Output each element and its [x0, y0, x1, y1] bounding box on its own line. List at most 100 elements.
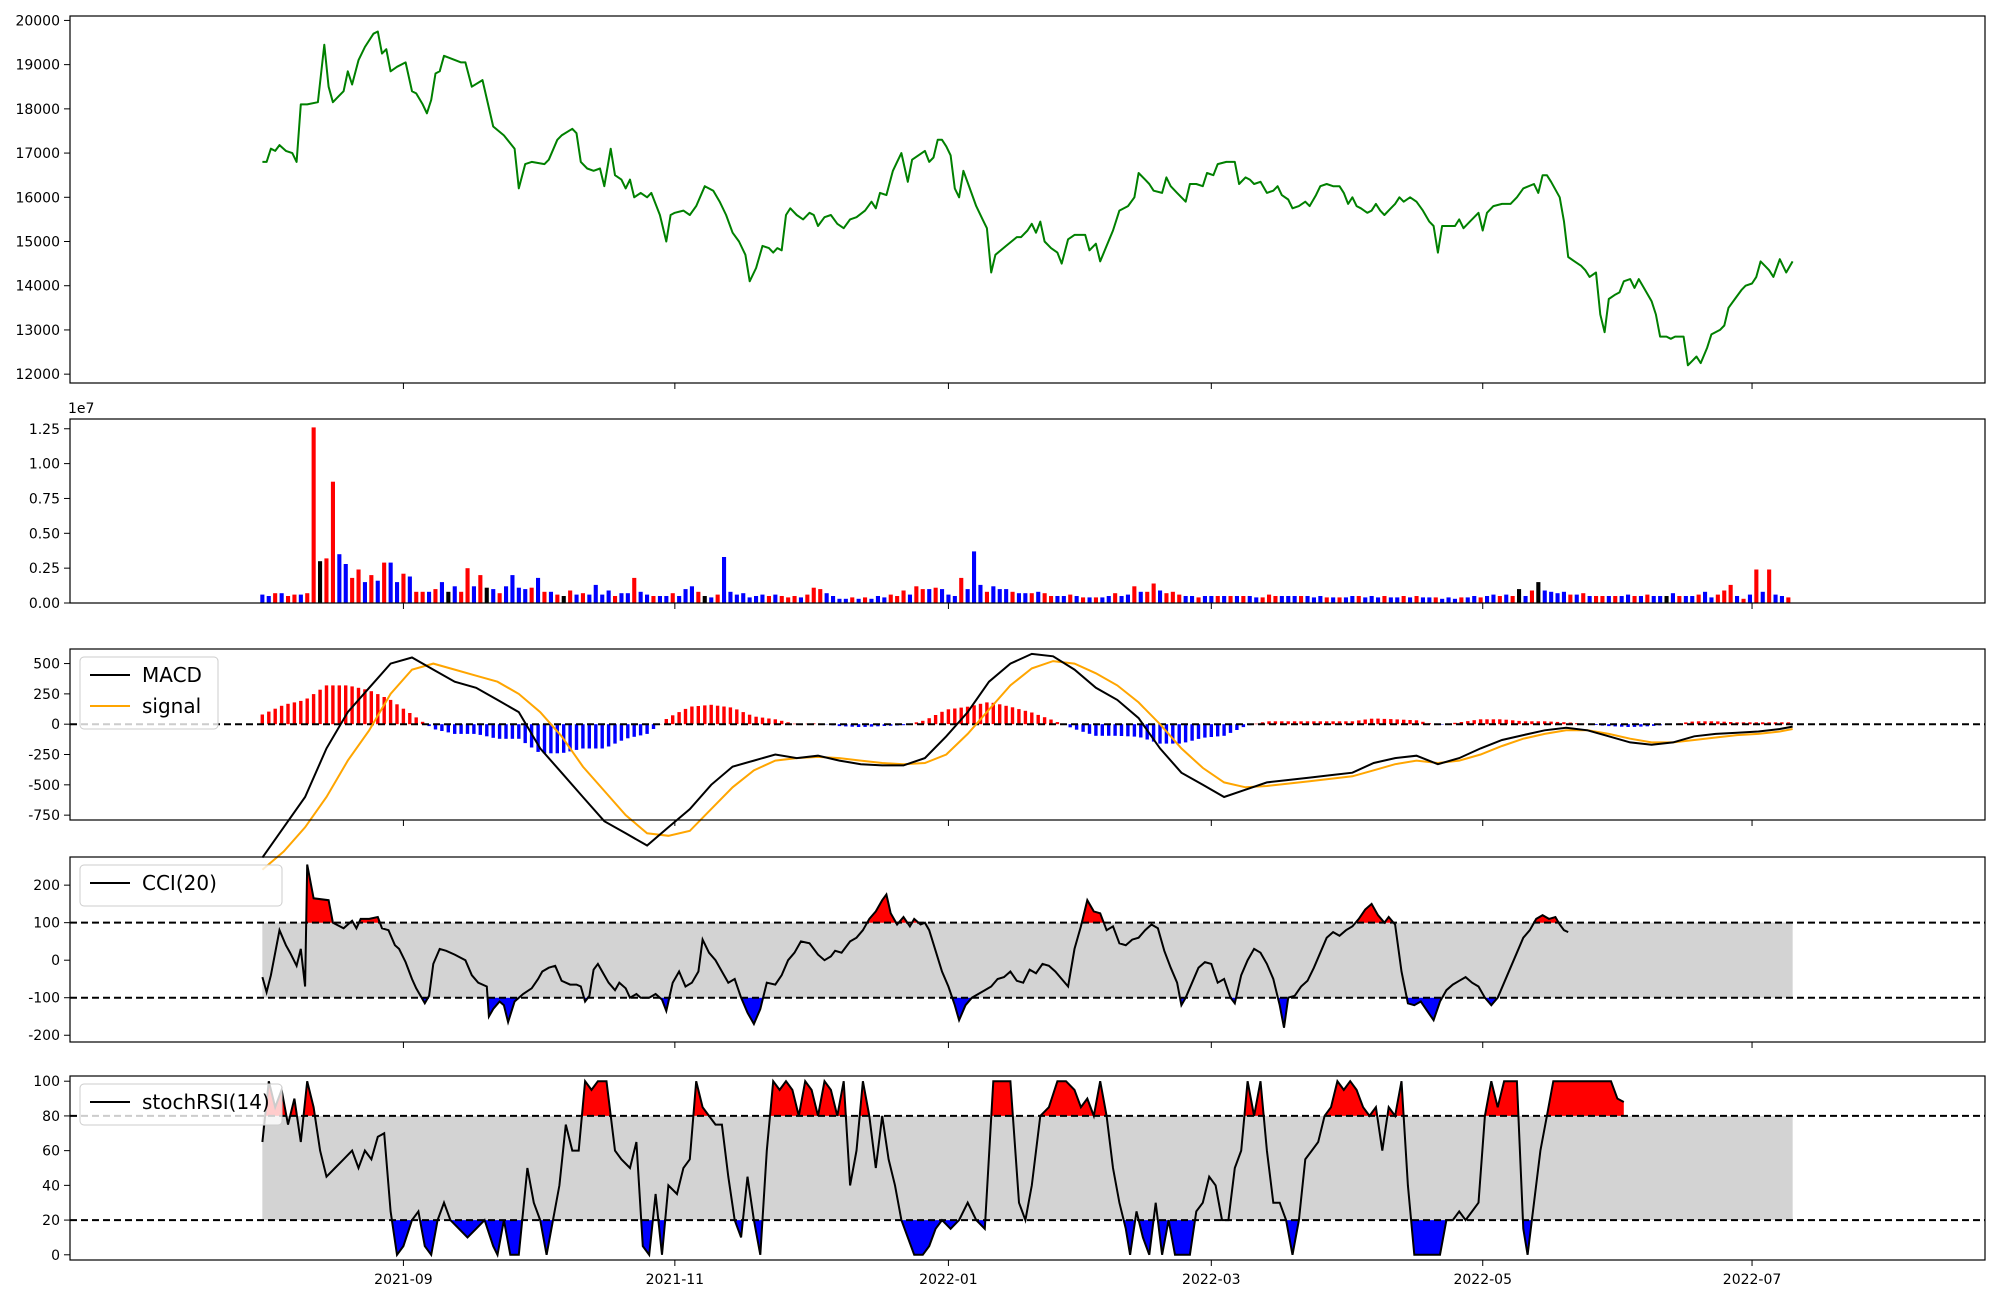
- macd-hist-bar: [671, 715, 675, 725]
- volume-bar: [369, 575, 374, 603]
- macd-hist-bar: [953, 708, 957, 725]
- macd-hist-bar: [1632, 724, 1637, 727]
- volume-bar: [1478, 597, 1483, 603]
- y-tick-label: -750: [28, 808, 60, 824]
- macd-hist-bar: [1652, 724, 1656, 726]
- macd-hist-bar: [1228, 724, 1233, 733]
- volume-bar: [1382, 596, 1387, 603]
- macd-hist-bar: [856, 724, 861, 727]
- macd-hist-bar: [747, 714, 752, 725]
- volume-bar: [1703, 591, 1708, 603]
- macd-hist-bar: [1203, 724, 1207, 738]
- volume-bar: [702, 596, 707, 603]
- macd-hist-bar: [760, 717, 765, 725]
- macd-hist-bar: [1235, 724, 1239, 730]
- volume-bar: [375, 580, 380, 603]
- macd-hist-bar: [1337, 721, 1342, 725]
- volume-bar: [1606, 596, 1611, 603]
- macd-frame: [69, 648, 1986, 821]
- legend-label: signal: [142, 694, 201, 718]
- macd-hist-bar: [619, 724, 624, 741]
- macd-hist-bar: [715, 705, 720, 725]
- stochrsi-frame: [69, 1075, 1986, 1261]
- volume-bar: [465, 568, 470, 603]
- volume-panel: 0.00 0.25 0.50 0.75 1.00 1.25 1e7: [29, 401, 1986, 612]
- overbought-fill: [991, 1081, 1013, 1116]
- macd-hist-bar: [1241, 724, 1246, 728]
- volume-bar: [940, 589, 945, 603]
- macd-hist-bar: [664, 719, 668, 725]
- macd-hist-bar: [1280, 721, 1284, 725]
- y-tick-label: 100: [33, 1074, 60, 1090]
- volume-bar: [638, 591, 643, 603]
- volume-bar: [1722, 590, 1727, 603]
- volume-bar: [311, 427, 316, 603]
- volume-bar: [536, 577, 541, 603]
- macd-hist-bar: [1177, 724, 1181, 744]
- macd-hist-bar: [542, 724, 547, 754]
- macd-hist-bar: [651, 724, 656, 729]
- volume-bar: [324, 558, 329, 603]
- volume-bar: [356, 569, 361, 603]
- macd-hist-bar: [472, 724, 476, 734]
- y-tick-label: -200: [28, 1028, 60, 1044]
- overbought-fill: [693, 1081, 709, 1116]
- volume-bar: [1645, 594, 1650, 603]
- macd-hist-bar: [1491, 719, 1496, 725]
- volume-bar: [1574, 594, 1579, 603]
- macd-hist-bar: [491, 724, 495, 738]
- y-tick-label: 20000: [15, 13, 60, 29]
- y-tick-label: 17000: [15, 146, 60, 162]
- macd-hist-bar: [728, 707, 733, 725]
- volume-bar: [760, 594, 765, 603]
- macd-hist-bar: [549, 724, 553, 754]
- overbought-fill: [1324, 1081, 1378, 1116]
- macd-hist-bar: [523, 724, 527, 744]
- volume-bar: [1459, 597, 1464, 603]
- volume-bar: [972, 551, 977, 603]
- macd-legend: MACD signal: [79, 656, 219, 730]
- volume-bar: [1036, 591, 1041, 603]
- signal-line: [261, 660, 1793, 871]
- macd-hist-bar: [581, 724, 585, 749]
- macd-hist-bar: [626, 724, 630, 739]
- volume-bar: [1337, 597, 1342, 603]
- volume-bar: [1100, 597, 1105, 603]
- macd-hist-bar: [638, 724, 643, 736]
- macd-hist-bar: [722, 706, 726, 725]
- volume-bar: [1023, 593, 1028, 603]
- oversold-fill: [391, 1220, 412, 1255]
- volume-bar: [1049, 596, 1054, 603]
- macd-hist-bar: [1292, 721, 1297, 725]
- volume-bar: [350, 577, 355, 603]
- price-panel: 12000 13000 14000 15000 16000 17000 18000 19000…: [15, 13, 1986, 389]
- macd-hist-bar: [901, 724, 906, 726]
- volume-bar: [1735, 596, 1740, 603]
- volume-bar: [388, 562, 393, 603]
- volume-bar: [273, 593, 278, 603]
- volume-bar: [395, 582, 400, 603]
- volume-bar: [1549, 591, 1554, 603]
- volume-bar: [1260, 597, 1265, 603]
- volume-bar: [427, 591, 432, 603]
- volume-bar: [1408, 597, 1413, 603]
- volume-bar: [292, 594, 297, 603]
- volume-bar: [1356, 596, 1361, 603]
- macd-hist-bar: [998, 704, 1002, 725]
- volume-bar: [600, 594, 605, 603]
- volume-bar: [863, 597, 868, 603]
- volume-bar: [1324, 597, 1329, 603]
- macd-hist-bar: [863, 724, 867, 727]
- volume-bar: [664, 596, 669, 603]
- overbought-fill: [1355, 903, 1394, 923]
- volume-bar: [401, 573, 406, 603]
- macd-hist-bar: [914, 722, 919, 725]
- macd-hist-bar: [594, 724, 598, 749]
- volume-bar: [439, 582, 444, 603]
- volume-bar: [952, 596, 957, 603]
- volume-bar: [1170, 591, 1175, 603]
- macd-hist-bar: [792, 723, 797, 725]
- volume-bar: [459, 591, 464, 603]
- volume-bar: [452, 586, 457, 603]
- macd-panel: -750 -500 -250 0 250 500 MACD signal: [28, 648, 1986, 871]
